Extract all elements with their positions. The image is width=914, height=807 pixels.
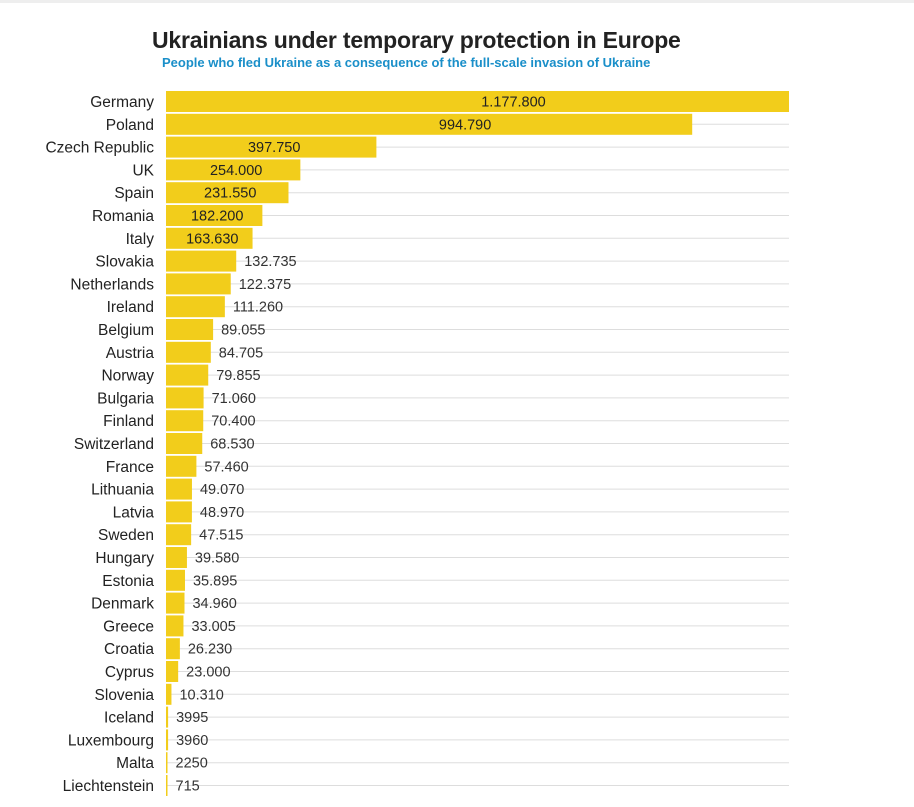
value-label-france: 57.460 <box>204 459 248 475</box>
value-label-luxembourg: 3960 <box>176 733 208 749</box>
value-label-croatia: 26.230 <box>188 642 232 658</box>
category-label-netherlands: Netherlands <box>70 276 154 293</box>
value-label-iceland: 3995 <box>176 710 208 726</box>
category-label-greece: Greece <box>103 618 154 635</box>
bar-sweden <box>166 524 192 546</box>
category-label-austria: Austria <box>106 345 155 362</box>
bar-estonia <box>166 569 185 591</box>
value-label-poland: 994.790 <box>439 117 491 133</box>
category-label-poland: Poland <box>106 117 154 134</box>
category-label-switzerland: Switzerland <box>74 436 154 453</box>
category-label-malta: Malta <box>116 755 154 772</box>
category-label-italy: Italy <box>126 231 155 248</box>
bar-bulgaria <box>166 387 204 409</box>
category-label-iceland: Iceland <box>104 710 154 727</box>
bar-ireland <box>166 296 225 318</box>
value-label-austria: 84.705 <box>219 345 263 361</box>
bar-germany <box>166 91 789 112</box>
value-label-norway: 79.855 <box>216 368 260 384</box>
category-label-liechtenstein: Liechtenstein <box>63 778 154 795</box>
value-label-italy: 163.630 <box>186 231 238 247</box>
value-label-greece: 33.005 <box>191 619 235 635</box>
category-label-belgium: Belgium <box>98 322 154 339</box>
value-label-czech-republic: 397.750 <box>248 140 300 156</box>
bar-italy <box>166 227 253 249</box>
chart-title: Ukrainians under temporary protection in… <box>152 27 681 53</box>
category-label-denmark: Denmark <box>91 596 154 613</box>
value-label-bulgaria: 71.060 <box>212 391 256 407</box>
top-border <box>0 0 914 3</box>
category-label-lithuania: Lithuania <box>91 482 154 499</box>
chart-subtitle: People who fled Ukraine as a consequence… <box>162 55 651 70</box>
value-label-netherlands: 122.375 <box>239 277 291 293</box>
value-label-finland: 70.400 <box>211 414 255 430</box>
category-label-norway: Norway <box>101 368 154 385</box>
bar-slovakia <box>166 250 237 272</box>
category-label-luxembourg: Luxembourg <box>68 732 154 749</box>
category-label-ireland: Ireland <box>107 299 154 316</box>
value-label-belgium: 89.055 <box>221 323 265 339</box>
value-label-denmark: 34.960 <box>192 596 236 612</box>
category-label-finland: Finland <box>103 413 154 430</box>
bar-iceland <box>166 706 169 728</box>
value-label-spain: 231.550 <box>204 186 256 202</box>
category-label-spain: Spain <box>114 185 154 202</box>
bar-hungary <box>166 547 187 568</box>
bar-lithuania <box>166 478 192 500</box>
value-label-switzerland: 68.530 <box>210 437 254 453</box>
value-label-germany: 1.177.800 <box>481 95 546 111</box>
value-label-uk: 254.000 <box>210 163 262 179</box>
category-label-estonia: Estonia <box>102 573 154 590</box>
bar-finland <box>166 410 204 432</box>
value-label-cyprus: 23.000 <box>186 665 230 681</box>
bar-norway <box>166 364 209 386</box>
bar-france <box>166 455 197 477</box>
bar-greece <box>166 615 184 637</box>
category-label-latvia: Latvia <box>113 504 155 521</box>
value-label-estonia: 35.895 <box>193 573 237 589</box>
bar-slovenia <box>166 683 172 705</box>
category-label-slovenia: Slovenia <box>95 687 155 704</box>
bar-romania <box>166 205 263 226</box>
category-label-cyprus: Cyprus <box>105 664 154 681</box>
value-label-romania: 182.200 <box>191 209 243 225</box>
bar-belgium <box>166 319 214 340</box>
bar-malta <box>166 752 168 774</box>
category-label-czech-republic: Czech Republic <box>45 140 154 157</box>
bar-netherlands <box>166 273 231 295</box>
value-label-hungary: 39.580 <box>195 551 239 567</box>
category-label-uk: UK <box>132 162 154 179</box>
value-label-ireland: 111.260 <box>233 300 283 316</box>
bar-austria <box>166 341 211 363</box>
bar-latvia <box>166 501 192 523</box>
value-label-lithuania: 49.070 <box>200 482 244 498</box>
value-label-liechtenstein: 715 <box>176 779 200 795</box>
bar-uk <box>166 159 301 181</box>
bar-croatia <box>166 638 180 660</box>
category-label-croatia: Croatia <box>104 641 154 658</box>
category-label-slovakia: Slovakia <box>95 254 154 271</box>
category-label-france: France <box>106 459 154 476</box>
bar-czech-republic <box>166 136 377 158</box>
value-label-malta: 2250 <box>176 756 208 772</box>
value-label-slovenia: 10.310 <box>179 687 223 703</box>
bar-denmark <box>166 592 185 614</box>
bar-liechtenstein <box>166 775 168 796</box>
value-label-latvia: 48.970 <box>200 505 244 521</box>
bar-luxembourg <box>166 729 169 751</box>
value-label-slovakia: 132.735 <box>244 254 296 270</box>
category-label-hungary: Hungary <box>95 550 154 567</box>
bar-spain <box>166 182 289 204</box>
category-label-romania: Romania <box>92 208 154 225</box>
bar-switzerland <box>166 433 203 454</box>
bar-cyprus <box>166 661 179 682</box>
category-label-sweden: Sweden <box>98 527 154 544</box>
category-label-germany: Germany <box>90 94 154 111</box>
category-label-bulgaria: Bulgaria <box>97 390 154 407</box>
value-label-sweden: 47.515 <box>199 528 243 544</box>
bar-poland <box>166 113 693 135</box>
